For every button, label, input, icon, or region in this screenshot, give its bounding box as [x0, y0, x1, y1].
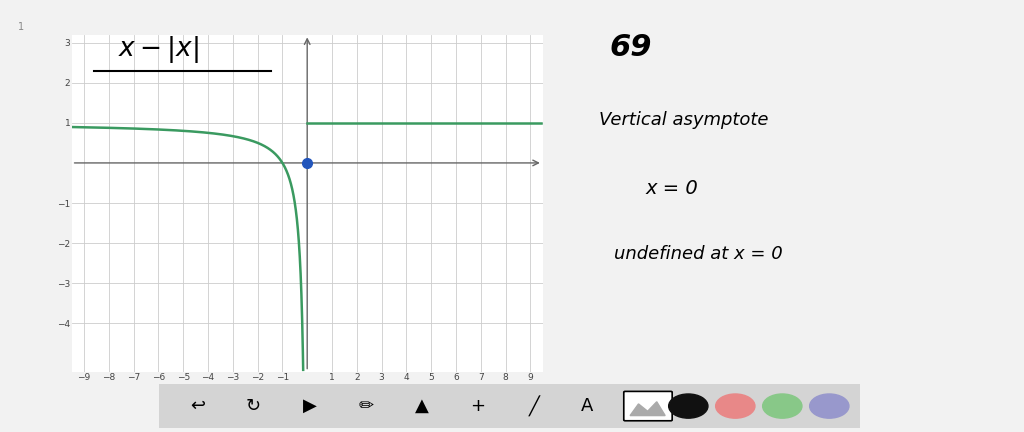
- Text: 69: 69: [609, 33, 652, 62]
- Circle shape: [669, 394, 708, 418]
- Text: ↩: ↩: [189, 397, 205, 415]
- Text: 1: 1: [18, 22, 25, 32]
- Text: +: +: [470, 397, 485, 415]
- Text: A: A: [581, 397, 593, 415]
- Circle shape: [763, 394, 802, 418]
- Polygon shape: [630, 402, 666, 416]
- Text: ↻: ↻: [246, 397, 261, 415]
- Text: undefined at x = 0: undefined at x = 0: [614, 245, 783, 263]
- Text: ▲: ▲: [415, 397, 429, 415]
- Text: x = 0: x = 0: [645, 179, 698, 198]
- FancyBboxPatch shape: [156, 382, 863, 430]
- Text: ✏: ✏: [358, 397, 373, 415]
- Text: Vertical asymptote: Vertical asymptote: [599, 111, 769, 129]
- Circle shape: [716, 394, 755, 418]
- Text: $x - |x|$: $x - |x|$: [118, 34, 199, 65]
- Text: ╱: ╱: [528, 396, 540, 416]
- Text: ▶: ▶: [303, 397, 316, 415]
- Circle shape: [810, 394, 849, 418]
- FancyBboxPatch shape: [624, 391, 672, 421]
